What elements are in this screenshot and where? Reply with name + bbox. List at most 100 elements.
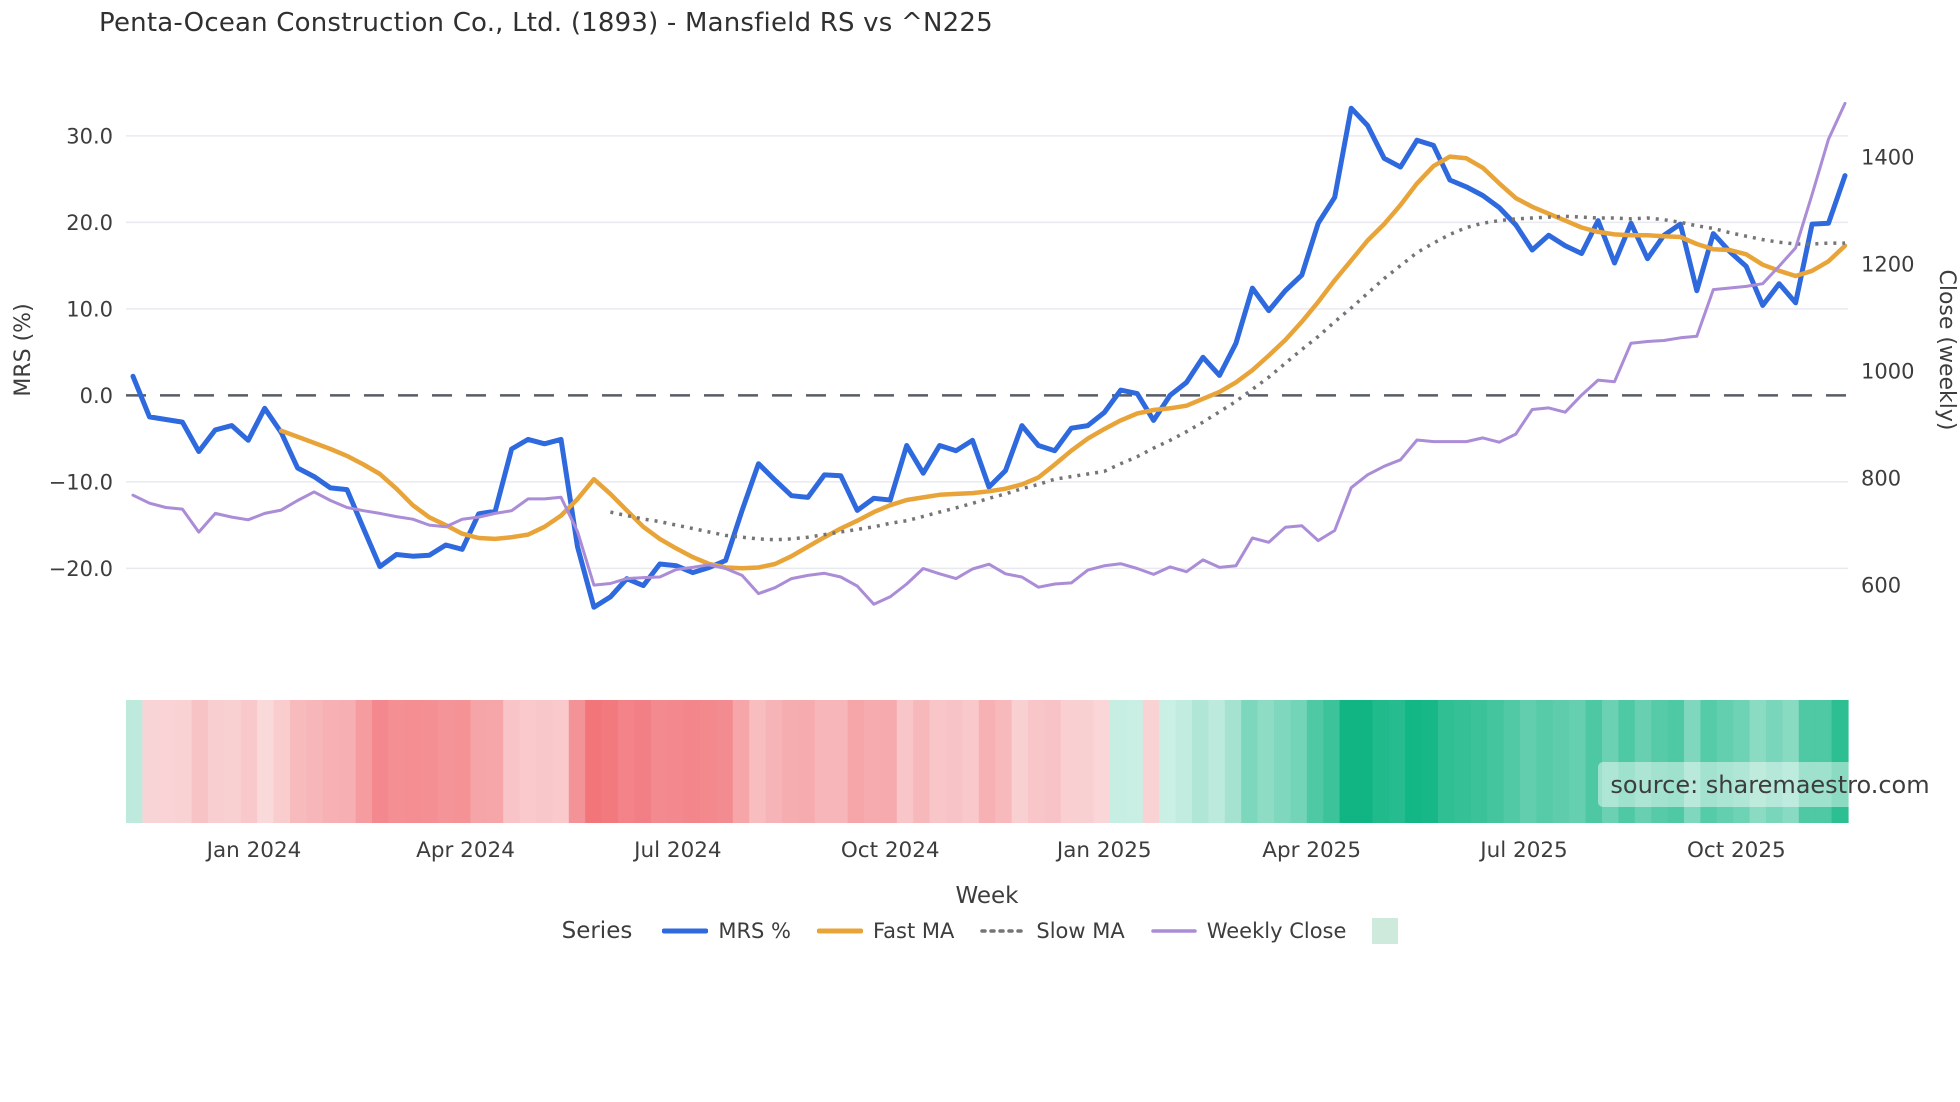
series-line-weekly-close [131, 101, 1847, 606]
heatmap-bar [388, 700, 406, 823]
heatmap-bar [1093, 700, 1111, 823]
heatmap-bar [486, 700, 504, 823]
heatmap-bar [1651, 700, 1669, 823]
heatmap-bar [1716, 700, 1734, 823]
heatmap-bar [1159, 700, 1177, 823]
heatmap-bar [683, 700, 701, 823]
heatmap-bar [1405, 700, 1423, 823]
heatmap-bar [880, 700, 898, 823]
heatmap-bar [175, 700, 193, 823]
heatmap-bar [1241, 700, 1259, 823]
heatmap-bar [339, 700, 357, 823]
heatmap-bar [749, 700, 767, 823]
heatmap-bar [126, 700, 143, 823]
heatmap-bar [552, 700, 570, 823]
heatmap-bar [618, 700, 635, 823]
heatmap-bar [782, 700, 799, 823]
heatmap-bar [257, 700, 275, 823]
right-axis-tick-label: 1200 [1861, 252, 1914, 276]
heatmap-bar [372, 700, 389, 823]
legend-item-mrs-: MRS % [662, 919, 791, 943]
heatmap-bar [1569, 700, 1587, 823]
heatmap-bar [585, 700, 603, 823]
legend-line-sample [817, 928, 863, 934]
heatmap-bar [896, 700, 914, 823]
heatmap-bar [732, 700, 750, 823]
heatmap-bar [142, 700, 160, 823]
legend-line-sample [1150, 929, 1197, 933]
right-axis-tick-label: 800 [1861, 467, 1901, 491]
heatmap-bar [1421, 700, 1439, 823]
heatmap-bar [1585, 700, 1603, 823]
chart-title: Penta-Ocean Construction Co., Ltd. (1893… [99, 8, 993, 38]
x-axis-tick-label: Apr 2024 [416, 838, 515, 863]
left-axis-tick-label: −10.0 [49, 470, 113, 494]
heatmap-bar [1438, 700, 1455, 823]
heatmap-bar [1323, 700, 1341, 823]
heatmap-bar [831, 700, 849, 823]
watermark: source: sharemaestro.com [1598, 762, 1942, 807]
heatmap-bar [667, 700, 685, 823]
left-axis-title: MRS (%) [11, 303, 36, 396]
heatmap-bar [1700, 700, 1718, 823]
heatmap-bar [1175, 700, 1193, 823]
legend-item-label: Fast MA [873, 919, 955, 943]
heatmap-bar [1634, 700, 1652, 823]
heatmap-bar [864, 700, 881, 823]
heatmap-bar [1602, 700, 1619, 823]
heatmap-bar [962, 700, 980, 823]
left-axis-tick-label: 10.0 [66, 297, 113, 321]
right-axis-tick-label: 1000 [1861, 359, 1914, 383]
heatmap-bar [454, 700, 471, 823]
heatmap-bar [1503, 700, 1521, 823]
heatmap-bar [765, 700, 783, 823]
right-axis-title: Close (weekly) [1934, 269, 1959, 430]
heatmap-bar [1733, 700, 1751, 823]
left-axis-tick-label: 0.0 [80, 384, 113, 408]
heatmap-bar [306, 700, 324, 823]
heatmap-bar [1454, 700, 1472, 823]
legend-heatmap-swatch [1372, 918, 1399, 944]
heatmap-bar [568, 700, 586, 823]
legend-line-sample [980, 929, 1027, 933]
heatmap-bar [322, 700, 340, 823]
watermark-box [1598, 762, 1942, 807]
x-axis-title: Week [955, 883, 1019, 909]
heatmap-bar [716, 700, 734, 823]
heatmap-bar [191, 700, 209, 823]
heatmap-bar [208, 700, 225, 823]
heatmap-bar [1142, 700, 1160, 823]
heatmap-bar [1831, 700, 1849, 823]
heatmap-bar [1388, 700, 1406, 823]
heatmap-bar [601, 700, 619, 823]
heatmap-bar [1618, 700, 1636, 823]
legend-item-slow-ma: Slow MA [980, 919, 1125, 943]
heatmap-bar [1766, 700, 1783, 823]
watermark-text: source: sharemaestro.com [1610, 771, 1929, 799]
x-axis-tick-label: Apr 2025 [1262, 838, 1361, 863]
heatmap-bar [421, 700, 439, 823]
heatmap-bar [929, 700, 947, 823]
heatmap-bar [1192, 700, 1209, 823]
heatmap-bar [1028, 700, 1045, 823]
series-line-mrs- [130, 105, 1848, 610]
heatmap-bar [1536, 700, 1554, 823]
heatmap-bar [650, 700, 668, 823]
heatmap-bar [437, 700, 455, 823]
heatmap-bar [1290, 700, 1308, 823]
heatmap-bar [470, 700, 488, 823]
legend-item-label: MRS % [718, 919, 791, 943]
heatmap-bar [1749, 700, 1767, 823]
heatmap-bar [1552, 700, 1570, 823]
heatmap-bar [978, 700, 996, 823]
heatmap-bar [1339, 700, 1357, 823]
heatmap-bar [1208, 700, 1226, 823]
heatmap-bar [519, 700, 537, 823]
heatmap-bar [1487, 700, 1505, 823]
right-axis-tick-label: 600 [1861, 574, 1901, 598]
heatmap-bar [946, 700, 963, 823]
legend: Series MRS % Fast MA Slow MA Weekly Close [0, 918, 1960, 944]
heatmap-bar [700, 700, 717, 823]
